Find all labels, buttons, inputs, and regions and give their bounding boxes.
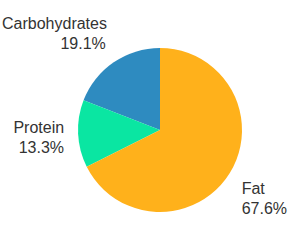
chart: Carbohydrates 19.1% Protein 13.3% Fat 67.6% — [0, 0, 300, 250]
slice-value: 19.1% — [60, 35, 105, 52]
slice-name: Carbohydrates — [2, 15, 107, 32]
slices — [78, 48, 242, 212]
slice-name: Protein — [13, 119, 64, 136]
slice-value: 67.6% — [242, 200, 287, 217]
labels: Carbohydrates 19.1% Protein 13.3% Fat 67.6% — [2, 15, 287, 218]
slice-value: 13.3% — [19, 139, 64, 156]
pie-slice — [87, 48, 242, 212]
slice-name: Fat — [242, 180, 266, 197]
